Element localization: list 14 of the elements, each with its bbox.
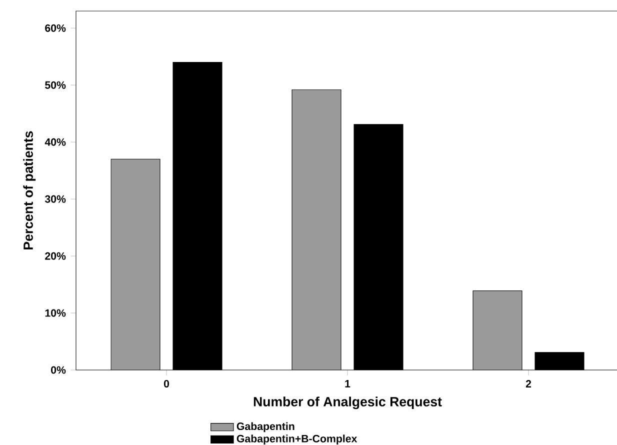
x-tick-label: 1 xyxy=(345,380,350,388)
x-tick-label: 0 xyxy=(164,380,170,388)
y-axis-title: Percent of patients xyxy=(23,131,36,250)
x-axis-title: Number of Analgesic Request xyxy=(254,396,442,410)
y-tick-label: 40% xyxy=(44,138,66,146)
legend-label: Gabapentin+B-Complex xyxy=(236,434,358,445)
y-tick-label: 50% xyxy=(45,81,66,89)
y-tick-label: 0% xyxy=(51,366,66,374)
y-tick-label: 10% xyxy=(45,309,66,317)
y-tick-label: 60% xyxy=(45,24,66,32)
y-tick-label: 20% xyxy=(45,252,66,260)
y-tick-label: 30% xyxy=(44,195,66,203)
x-tick-label: 2 xyxy=(526,380,532,388)
legend-label: Gabapentin xyxy=(236,422,294,432)
